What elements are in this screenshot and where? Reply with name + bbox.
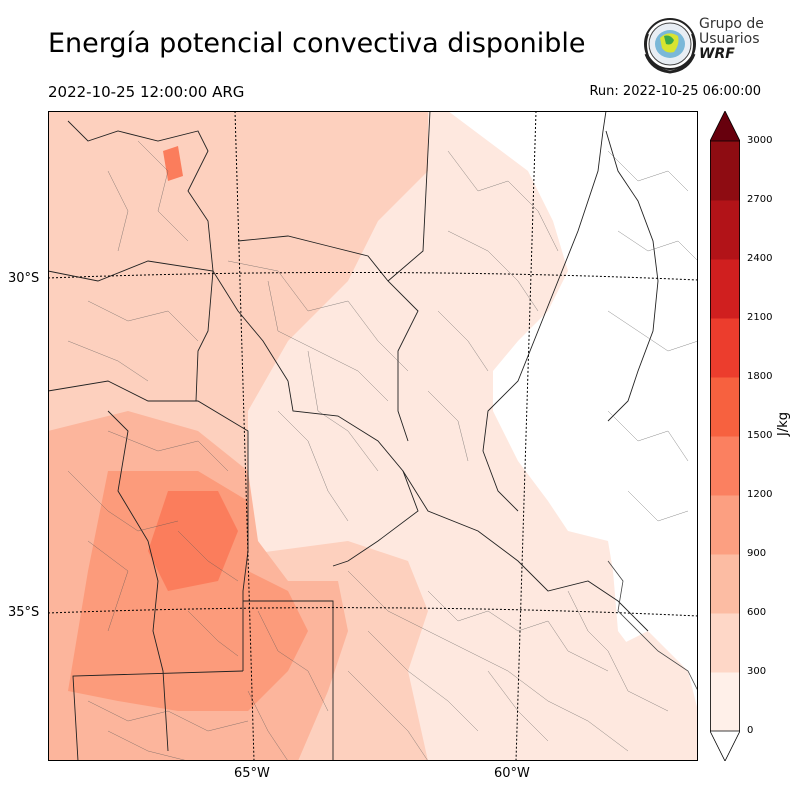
colorbar-bin-9 [710, 141, 740, 201]
colorbar-svg [709, 110, 744, 762]
colorbar-over-triangle [709, 110, 741, 142]
logo-line-3: WRF [699, 46, 735, 62]
valid-time: 2022-10-25 12:00:00 ARG [48, 83, 245, 101]
colorbar-bin-0 [710, 672, 740, 732]
colorbar-frame [710, 141, 740, 731]
globe-logo-icon [644, 18, 696, 74]
cape-field-svg [48, 111, 698, 761]
colorbar-tick-label: 1800 [747, 371, 773, 382]
colorbar-under-triangle [709, 730, 741, 762]
colorbar-bin-3 [710, 495, 740, 555]
run-time: Run: 2022-10-25 06:00:00 [589, 84, 761, 99]
colorbar-tick-label: 1200 [747, 489, 773, 500]
graticule [48, 111, 698, 761]
lat-label-30s: 30°S [8, 271, 40, 286]
colorbar [709, 110, 744, 762]
department-borders [67, 140, 698, 761]
colorbar-tick-label: 3000 [747, 135, 773, 146]
colorbar-bin-7 [710, 259, 740, 319]
lat-label-35s: 35°S [8, 605, 40, 620]
coastline [607, 560, 698, 692]
cape-map [48, 111, 698, 761]
colorbar-tick-label: 600 [747, 607, 767, 618]
colorbar-tick-label: 2400 [747, 253, 773, 264]
colorbar-bin-6 [710, 318, 740, 378]
field-1200-north [163, 146, 183, 181]
colorbar-tick-label: 0 [747, 725, 754, 736]
field-zero-coast [608, 631, 698, 761]
colorbar-tick-label: 300 [747, 666, 767, 677]
colorbar-bin-4 [710, 436, 740, 496]
map-frame [48, 111, 698, 761]
map-title: Energía potencial convectiva disponible [48, 28, 586, 59]
colorbar-tick-label: 900 [747, 548, 767, 559]
colorbar-bin-5 [710, 377, 740, 437]
grupo-usuarios-wrf-logo: Grupo de Usuarios WRF [638, 14, 768, 76]
lon-label-60w: 60°W [494, 766, 530, 781]
colorbar-bin-1 [710, 613, 740, 673]
lon-label-65w: 65°W [234, 766, 270, 781]
logo-line-2: Usuarios [699, 31, 760, 47]
colorbar-tick-label: 2100 [747, 312, 773, 323]
colorbar-bin-8 [710, 200, 740, 260]
colorbar-unit-label: J/kg [776, 412, 791, 436]
province-borders [48, 111, 659, 761]
colorbar-tick-label: 2700 [747, 194, 773, 205]
colorbar-bin-2 [710, 554, 740, 614]
colorbar-tick-label: 1500 [747, 430, 773, 441]
field-zero-east [448, 111, 698, 761]
logo-line-1: Grupo de [699, 16, 764, 32]
